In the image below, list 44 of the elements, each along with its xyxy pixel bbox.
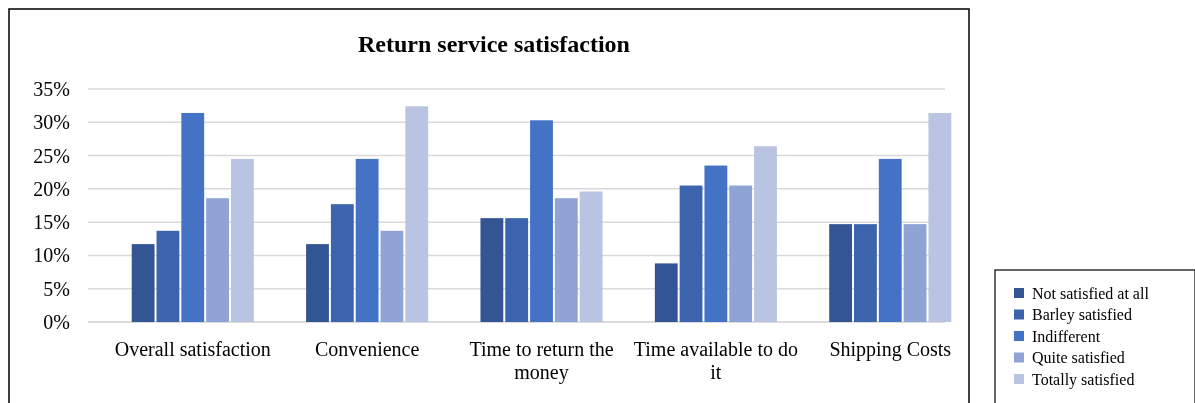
y-tick-label: 15% <box>33 211 70 234</box>
bar <box>156 230 180 322</box>
y-tick-label: 35% <box>33 78 70 100</box>
bar <box>903 224 927 322</box>
x-tick-label: Shipping Costs <box>829 338 952 361</box>
y-tick-label: 30% <box>33 111 70 134</box>
legend-label: Quite satisfied <box>1032 349 1125 367</box>
bar <box>754 146 777 322</box>
bar <box>654 263 678 322</box>
bar <box>878 158 902 322</box>
bar <box>530 120 553 322</box>
x-tick-label: Time available to do it <box>633 338 798 383</box>
y-tick-label: 5% <box>43 277 70 300</box>
bar <box>928 112 952 322</box>
bar <box>330 204 354 322</box>
legend-label: Indifferent <box>1032 327 1101 345</box>
bar <box>829 224 853 322</box>
bar <box>505 218 529 322</box>
bar <box>405 106 429 322</box>
bar <box>230 158 254 322</box>
bar <box>181 112 205 322</box>
bar <box>355 158 379 322</box>
bar <box>380 230 404 322</box>
x-tick-label: Overall satisfaction <box>114 338 271 360</box>
y-tick-label: 0% <box>43 311 70 333</box>
y-tick-label: 10% <box>33 244 70 267</box>
bar <box>579 191 603 322</box>
x-tick-label: Convenience <box>314 338 420 360</box>
bar <box>554 198 578 322</box>
y-tick-label: 20% <box>33 177 70 200</box>
bar <box>206 198 229 322</box>
legend-label: Totally satisfied <box>1032 370 1135 389</box>
bar <box>131 244 155 322</box>
legend-label: Barley satisfied <box>1032 306 1132 325</box>
bar <box>306 244 329 322</box>
bar <box>704 165 728 322</box>
bar <box>480 218 504 322</box>
y-tick-label: 25% <box>33 144 70 167</box>
x-tick-label: Time to return the money <box>469 338 614 384</box>
bar <box>854 224 877 322</box>
legend-label: Not satisfied at all <box>1032 284 1150 302</box>
chart-title: Return service satisfaction <box>358 31 630 57</box>
bar <box>679 185 703 322</box>
bar <box>729 185 753 322</box>
